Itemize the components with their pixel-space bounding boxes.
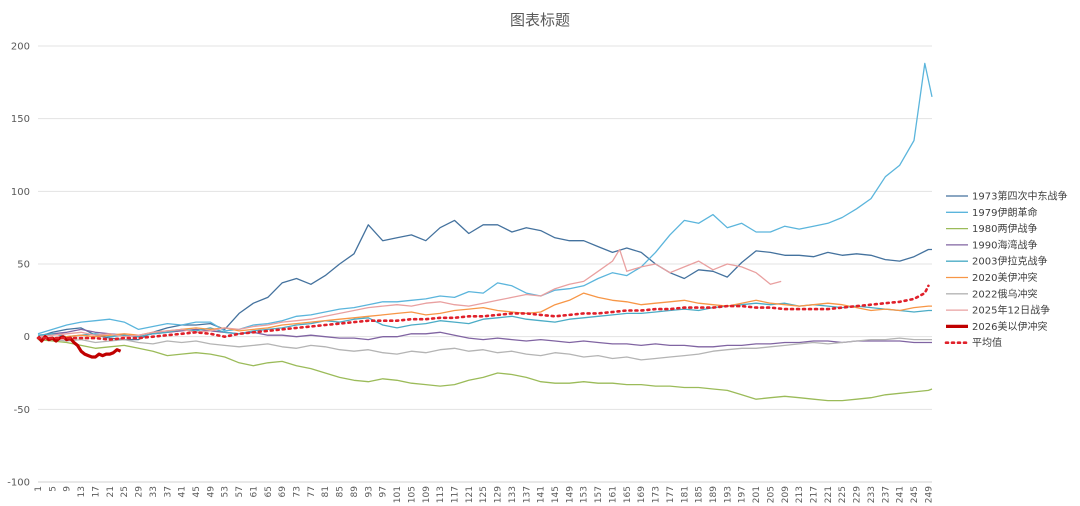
x-tick-label: 57 — [235, 486, 245, 497]
legend-label: 1980两伊战争 — [972, 222, 1037, 235]
legend: 1973第四次中东战争 1979伊朗革命 1980两伊战争 1990海湾战争 2003伊… — [944, 190, 1067, 349]
y-tick-label: 150 — [11, 114, 30, 125]
x-tick-label: 165 — [623, 486, 633, 503]
series-8-line — [37, 248, 782, 338]
x-tick-label: 73 — [293, 486, 303, 497]
x-tick-label: 41 — [178, 486, 188, 497]
y-tick-label: -100 — [7, 478, 30, 489]
series-7-line — [37, 336, 932, 361]
x-tick-label: 173 — [652, 486, 662, 503]
x-tick-label: 1 — [34, 486, 44, 492]
x-tick-label: 141 — [537, 486, 547, 503]
x-tick-label: 241 — [896, 486, 906, 503]
series-10-line — [36, 284, 930, 341]
x-tick-label: 9 — [63, 486, 73, 492]
x-tick-label: 169 — [637, 486, 647, 503]
y-tick-label: 100 — [11, 187, 30, 198]
y-tick-label: -50 — [14, 405, 30, 416]
x-tick-label: 53 — [221, 486, 231, 497]
legend-label: 平均值 — [972, 336, 1002, 349]
x-tick-label: 33 — [149, 486, 159, 497]
x-tick-label: 109 — [422, 486, 432, 503]
x-tick-label: 125 — [479, 486, 489, 503]
x-tick-label: 101 — [393, 486, 403, 503]
y-axis: -100 -50 0 50 100 150 200 — [7, 42, 30, 489]
x-tick-label: 249 — [924, 486, 934, 503]
x-tick-label: 145 — [551, 486, 561, 503]
legend-label: 1979伊朗革命 — [972, 206, 1037, 219]
x-tick-label: 105 — [407, 486, 417, 503]
x-tick-label: 177 — [666, 486, 676, 503]
x-tick-label: 205 — [766, 486, 776, 503]
x-tick-label: 225 — [838, 486, 848, 503]
x-tick-label: 17 — [91, 486, 101, 497]
legend-label: 2020美伊冲突 — [972, 271, 1037, 284]
x-tick-label: 229 — [853, 486, 863, 503]
x-tick-label: 61 — [249, 486, 259, 497]
x-tick-label: 121 — [465, 486, 475, 503]
legend-label: 2022俄乌冲突 — [972, 287, 1037, 300]
x-tick-label: 45 — [192, 486, 202, 497]
x-tick-label: 65 — [264, 486, 274, 497]
x-tick-label: 233 — [867, 486, 877, 503]
x-tick-label: 77 — [307, 486, 317, 497]
y-tick-label: 50 — [17, 260, 30, 271]
x-tick-label: 37 — [163, 486, 173, 497]
x-axis: 1 5 9 13 17 21 25 29 33 37 41 45 49 53 57 61 65 69 73 77 81 8… — [34, 486, 934, 503]
x-tick-label: 209 — [781, 486, 791, 503]
gridlines — [38, 45, 932, 483]
x-tick-label: 213 — [795, 486, 805, 503]
x-tick-label: 97 — [379, 486, 389, 497]
series-5-line — [37, 302, 932, 338]
x-tick-label: 185 — [695, 486, 705, 503]
series-3-line — [37, 338, 933, 402]
chart-title: 图表标题 — [510, 11, 570, 29]
x-tick-label: 181 — [680, 486, 690, 503]
x-tick-label: 117 — [450, 486, 460, 503]
x-tick-label: 5 — [48, 486, 58, 492]
legend-label: 2003伊拉克战争 — [972, 255, 1047, 268]
x-tick-label: 197 — [738, 486, 748, 503]
legend-label: 2026美以伊冲突 — [972, 320, 1047, 333]
y-tick-label: 200 — [11, 42, 30, 53]
x-tick-label: 25 — [120, 486, 130, 497]
series-1-line — [37, 219, 932, 341]
x-tick-label: 149 — [565, 486, 575, 503]
x-tick-label: 29 — [135, 486, 145, 498]
x-tick-label: 193 — [723, 486, 733, 503]
x-tick-label: 13 — [77, 486, 87, 497]
x-tick-label: 157 — [594, 486, 604, 503]
x-tick-label: 237 — [881, 486, 891, 503]
x-tick-label: 133 — [508, 486, 518, 503]
x-tick-label: 153 — [580, 486, 590, 503]
legend-label: 1990海湾战争 — [972, 238, 1037, 251]
plot-area — [36, 62, 933, 402]
x-tick-label: 189 — [709, 486, 719, 503]
x-tick-label: 129 — [494, 486, 504, 503]
x-tick-label: 201 — [752, 486, 762, 503]
x-tick-label: 113 — [436, 486, 446, 503]
x-tick-label: 137 — [522, 486, 532, 503]
x-tick-label: 89 — [350, 486, 360, 498]
x-tick-label: 85 — [336, 486, 346, 497]
legend-label: 1973第四次中东战争 — [972, 190, 1067, 203]
x-tick-label: 245 — [910, 486, 920, 503]
x-tick-label: 21 — [106, 486, 116, 497]
x-tick-label: 221 — [824, 486, 834, 503]
y-tick-label: 0 — [24, 332, 30, 343]
series-2-line — [37, 62, 933, 335]
legend-label: 2025年12日战争 — [972, 304, 1050, 317]
x-tick-label: 161 — [608, 486, 618, 503]
series-6-line — [37, 292, 932, 339]
x-tick-label: 49 — [206, 486, 216, 498]
x-tick-label: 93 — [364, 486, 374, 497]
x-tick-label: 217 — [810, 486, 820, 503]
x-tick-label: 69 — [278, 486, 288, 498]
x-tick-label: 81 — [321, 486, 331, 497]
